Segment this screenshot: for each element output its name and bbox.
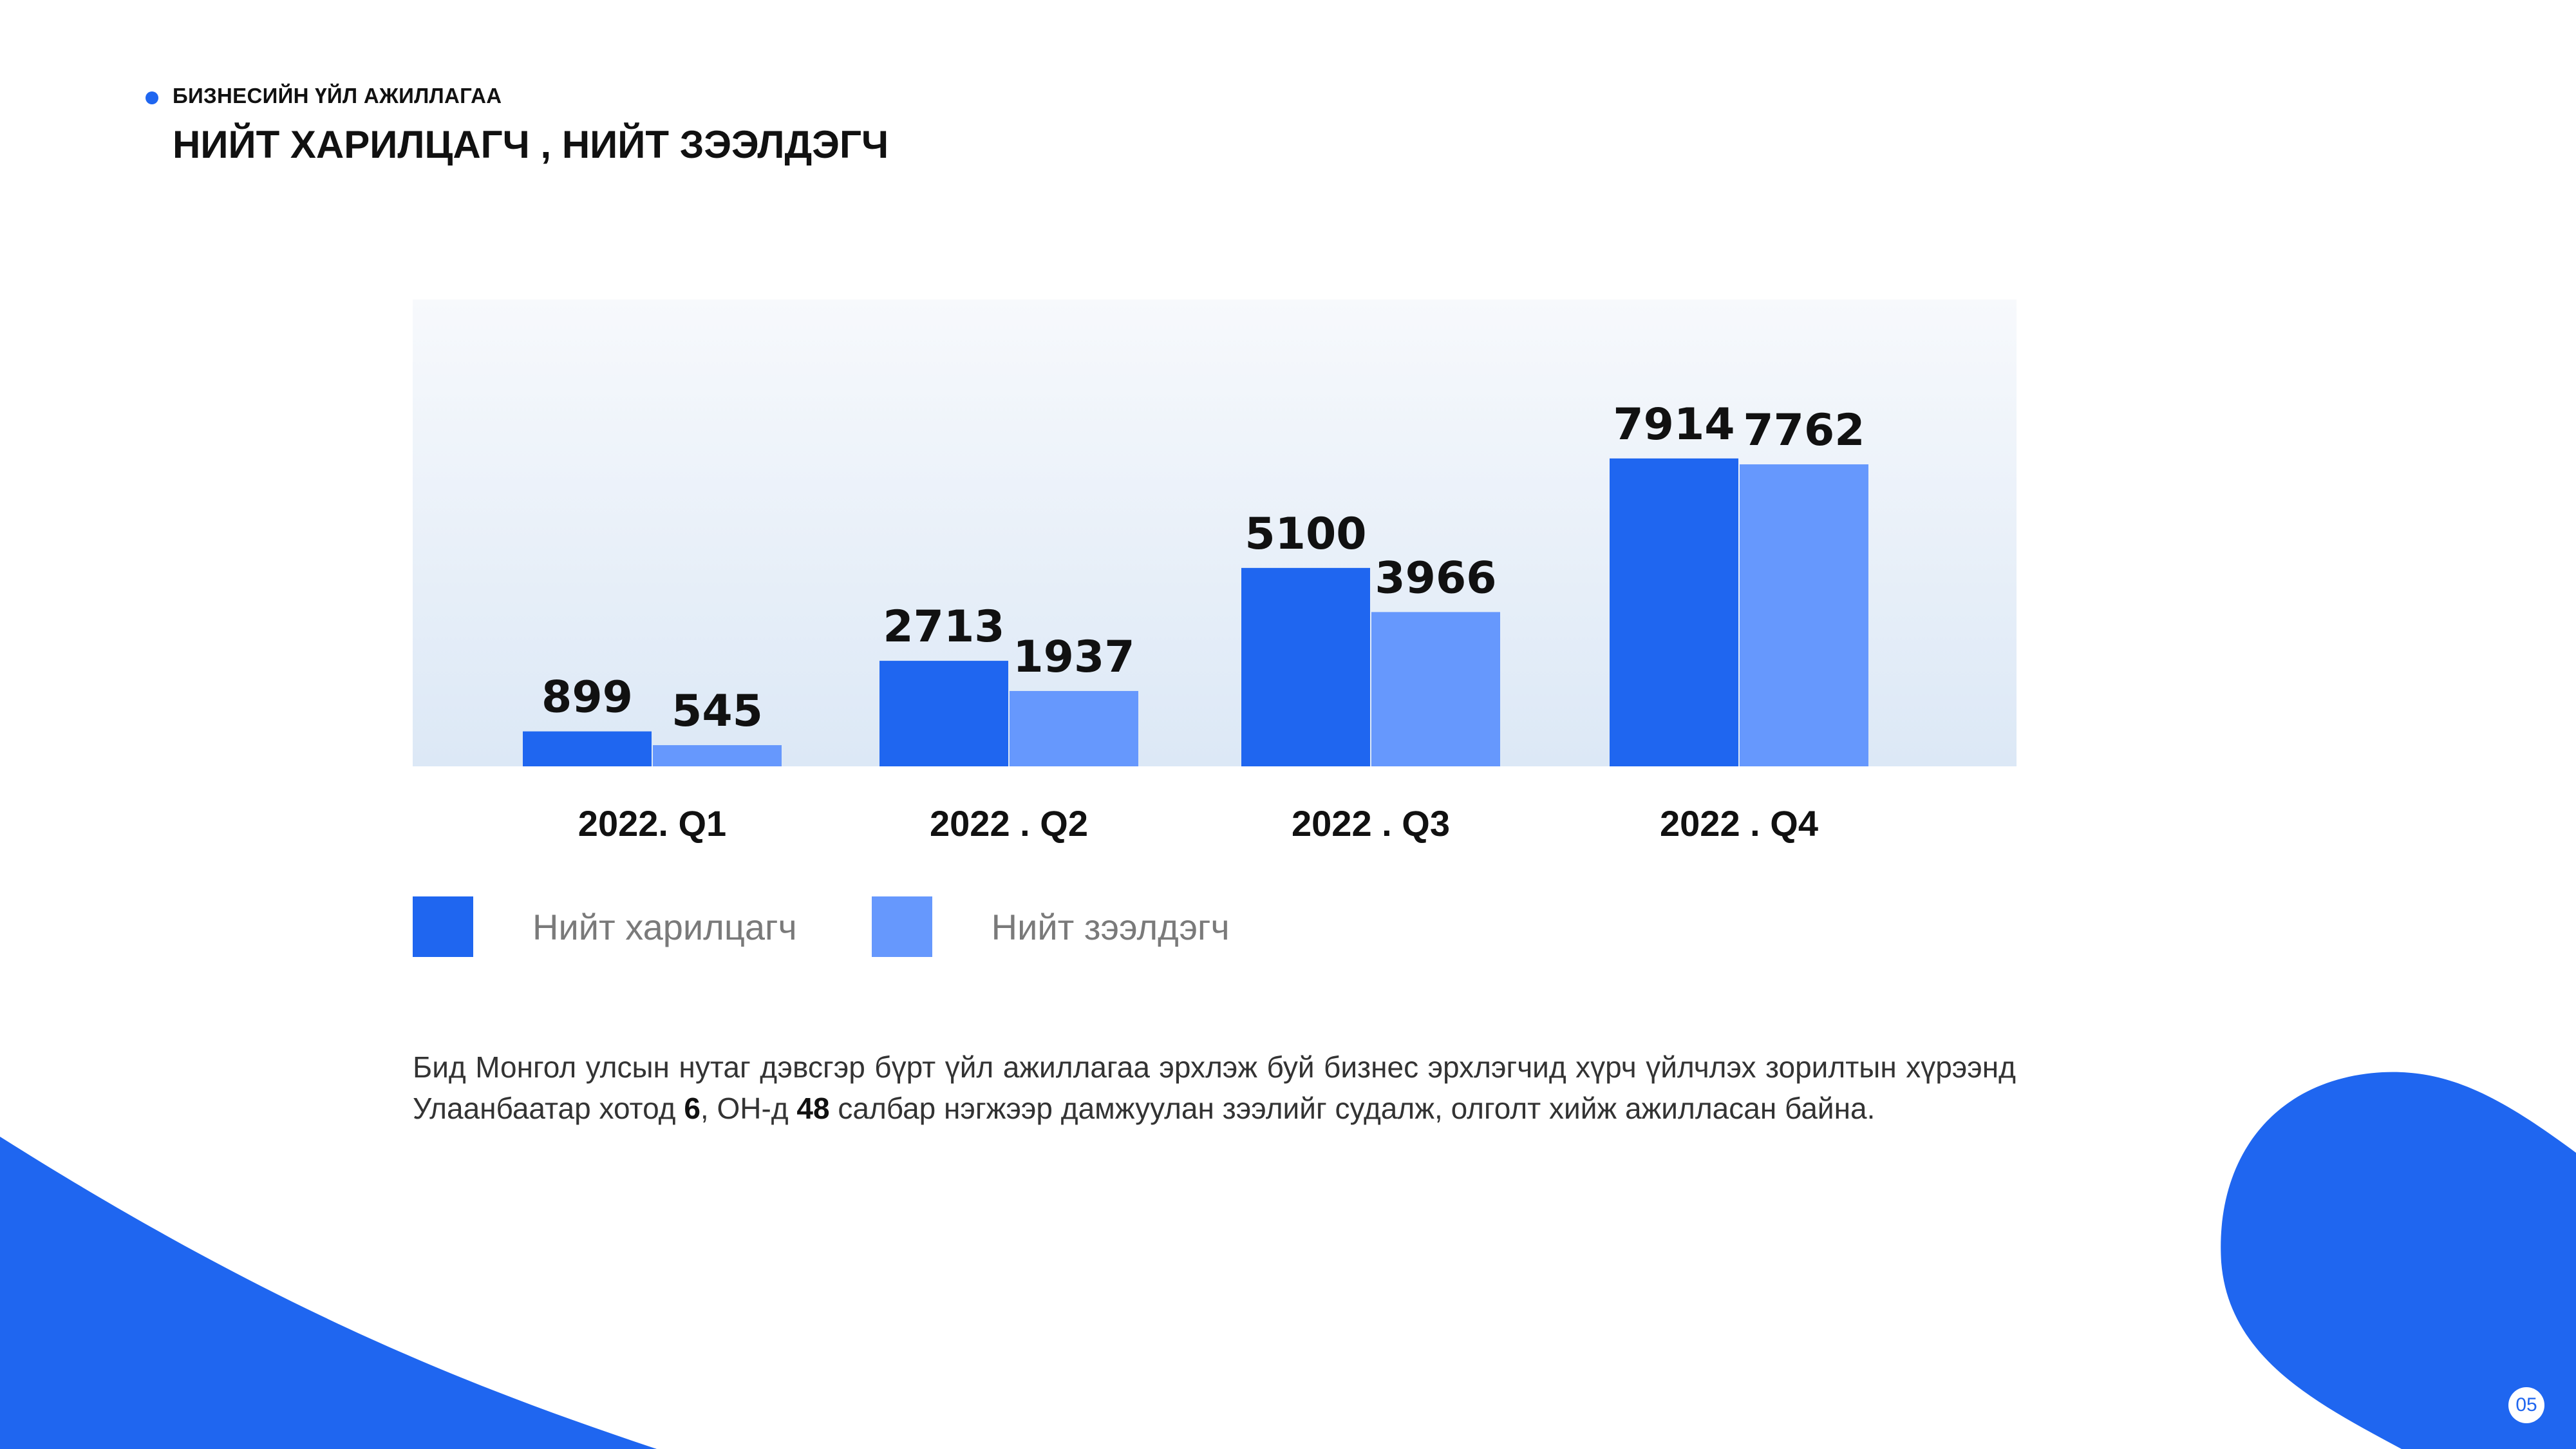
bottom-right-blob bbox=[2221, 1072, 2576, 1449]
bar-borrowers-q4 bbox=[1740, 464, 1868, 766]
legend-label-borrowers: Нийт зээлдэгч bbox=[991, 906, 1230, 947]
bar-clients-q1 bbox=[523, 731, 652, 766]
bar-clients-q3 bbox=[1241, 567, 1370, 766]
x-tick-label-q1: 2022. Q1 bbox=[578, 803, 726, 844]
bar-borrowers-q2 bbox=[1010, 690, 1138, 766]
data-label-clients-q2: 2713 bbox=[883, 601, 1004, 652]
description-paragraph: Бид Монгол улсын нутаг дэвсгэр бүрт үйл … bbox=[413, 1046, 2016, 1129]
branch-count-city: 6 bbox=[684, 1092, 700, 1125]
data-label-borrowers-q1: 545 bbox=[672, 686, 763, 737]
data-label-borrowers-q2: 1937 bbox=[1013, 632, 1134, 683]
data-label-borrowers-q3: 3966 bbox=[1375, 553, 1496, 603]
branch-count-rural: 48 bbox=[796, 1092, 830, 1125]
section-label: БИЗНЕСИЙН ҮЙЛ АЖИЛЛАГАА bbox=[173, 84, 502, 108]
description-text-1: Бид Монгол улсын нутаг дэвсгэр бүрт үйл … bbox=[413, 1050, 2016, 1125]
x-tick-label-q3: 2022 . Q3 bbox=[1292, 803, 1450, 844]
legend-label-clients: Нийт харилцагч bbox=[532, 906, 797, 947]
legend-swatch-clients bbox=[413, 896, 473, 957]
legend-swatch-borrowers bbox=[871, 896, 932, 957]
legend-item-clients: Нийт харилцагч bbox=[413, 896, 797, 957]
x-tick-label-q4: 2022 . Q4 bbox=[1660, 803, 1818, 844]
section-dot bbox=[146, 91, 158, 104]
page-number: 05 bbox=[2508, 1387, 2544, 1423]
bar-clients-q2 bbox=[879, 661, 1008, 766]
description-text-3: салбар нэгжээр дамжуулан зээлийг судалж,… bbox=[829, 1092, 1876, 1125]
bar-borrowers-q1 bbox=[653, 745, 782, 766]
page-title: НИЙТ ХАРИЛЦАГЧ , НИЙТ ЗЭЭЛДЭГЧ bbox=[173, 123, 889, 166]
bottom-left-wave bbox=[0, 1137, 657, 1449]
bar-clients-q4 bbox=[1610, 458, 1738, 766]
data-label-clients-q3: 5100 bbox=[1245, 509, 1366, 560]
bar-borrowers-q3 bbox=[1371, 612, 1500, 766]
chart-legend: Нийт харилцагч Нийт зээлдэгч bbox=[413, 896, 1304, 957]
data-label-borrowers-q4: 7762 bbox=[1743, 405, 1865, 456]
data-label-clients-q4: 7914 bbox=[1613, 399, 1735, 450]
data-label-clients-q1: 899 bbox=[541, 672, 633, 723]
description-text-2: , ОН-д bbox=[700, 1092, 797, 1125]
legend-item-borrowers: Нийт зээлдэгч bbox=[871, 896, 1230, 957]
x-tick-label-q2: 2022 . Q2 bbox=[930, 803, 1088, 844]
